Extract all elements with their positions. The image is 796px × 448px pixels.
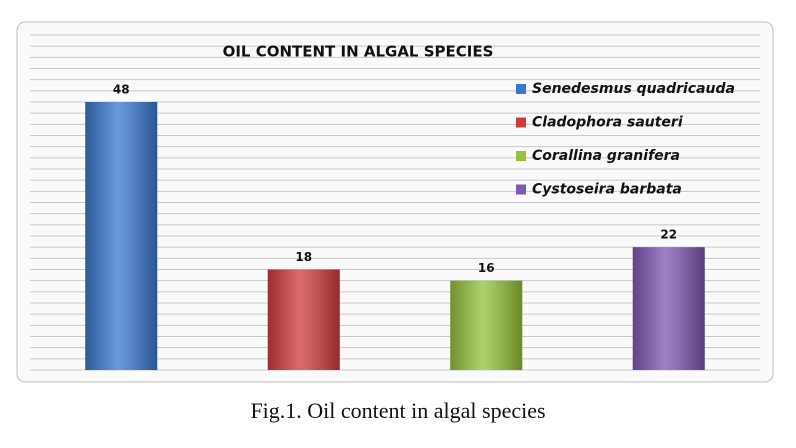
legend-label: Corallina granifera [532, 148, 680, 164]
data-label: 16 [478, 261, 495, 275]
legend-swatch [516, 117, 526, 128]
legend-label: Senedesmus quadricauda [532, 81, 735, 97]
caption: Fig.1. Oil content in algal species [250, 398, 545, 423]
legend-swatch [516, 151, 526, 161]
bar-shine [85, 102, 158, 370]
chart-title: OIL CONTENT IN ALGAL SPECIES [223, 43, 494, 61]
bar-shine [632, 247, 705, 370]
bar-shine [450, 280, 523, 370]
data-label: 48 [113, 83, 130, 97]
legend-swatch [516, 184, 526, 195]
bar-shine [267, 269, 340, 370]
data-label: 22 [660, 228, 677, 242]
legend-label: Cladophora sauteri [532, 115, 683, 131]
legend-swatch [516, 84, 526, 94]
data-label: 18 [295, 250, 312, 264]
legend-label: Cystoseira barbata [532, 182, 682, 198]
